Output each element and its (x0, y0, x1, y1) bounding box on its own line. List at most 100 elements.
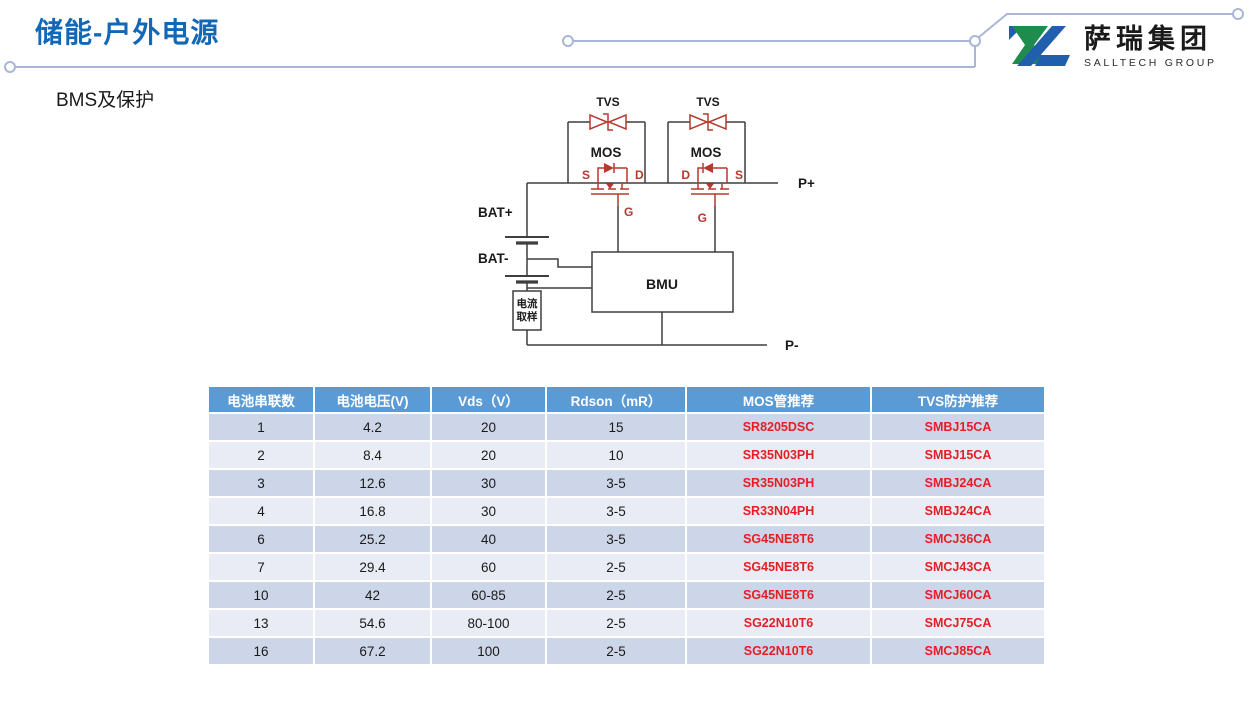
table-cell: SMCJ43CA (872, 554, 1044, 580)
logo-mark-icon (1009, 26, 1070, 66)
table-cell: 3-5 (547, 470, 685, 496)
gate-label-left: G (624, 205, 633, 219)
table-cell: 3-5 (547, 498, 685, 524)
table-cell: SMBJ24CA (872, 470, 1044, 496)
bms-circuit-diagram: TVS TVS MOS MOS S D D S G G BAT+ BAT- BM… (478, 95, 815, 353)
table-cell: SG45NE8T6 (687, 526, 870, 552)
mos-label-right: MOS (691, 145, 722, 160)
column-header-1: 电池电压(V) (315, 387, 430, 412)
connector-node-icon (969, 35, 981, 47)
table-cell: 2-5 (547, 582, 685, 608)
table-cell: 10 (547, 442, 685, 468)
page-title: 储能-户外电源 (35, 17, 220, 48)
table-cell: 25.2 (315, 526, 430, 552)
table-cell: 29.4 (315, 554, 430, 580)
table-cell: SMBJ15CA (872, 442, 1044, 468)
gate-label-right: G (698, 211, 707, 225)
logo-name-cn: 萨瑞集团 (1084, 23, 1212, 54)
table-cell: 6 (209, 526, 313, 552)
spec-table: 电池串联数 电池电压(V) Vds（V） Rdson（mR） MOS管推荐 TVS防护推荐… (207, 385, 1046, 666)
table-cell: 10 (209, 582, 313, 608)
battery-plate-long (505, 236, 549, 277)
section-subtitle: BMS及保护 (56, 90, 155, 111)
table-cell: 1 (209, 414, 313, 440)
table-row: 13 54.6 80-100 2-5 SG22N10T6 SMCJ75CA (209, 610, 1044, 636)
table-row: 10 42 60-85 2-5 SG45NE8T6 SMCJ60CA (209, 582, 1044, 608)
tvs-label-right: TVS (696, 95, 719, 109)
table-cell: 2-5 (547, 610, 685, 636)
table-cell: SMCJ36CA (872, 526, 1044, 552)
table-cell: 20 (432, 442, 545, 468)
table-cell: 3 (209, 470, 313, 496)
spec-table-head: 电池串联数 电池电压(V) Vds（V） Rdson（mR） MOS管推荐 TVS防护推荐 (209, 387, 1044, 412)
table-cell: 20 (432, 414, 545, 440)
drain-label-right: D (681, 168, 690, 182)
table-cell: SG45NE8T6 (687, 554, 870, 580)
table-row: 7 29.4 60 2-5 SG45NE8T6 SMCJ43CA (209, 554, 1044, 580)
header-row: 电池串联数 电池电压(V) Vds（V） Rdson（mR） MOS管推荐 TVS防护推荐 (209, 387, 1044, 412)
table-row: 3 12.6 30 3-5 SR35N03PH SMBJ24CA (209, 470, 1044, 496)
table-cell: 8.4 (315, 442, 430, 468)
circuit-wires (526, 121, 778, 346)
connector-node-icon (4, 61, 16, 73)
table-cell: 15 (547, 414, 685, 440)
table-cell: SR35N03PH (687, 470, 870, 496)
substrate-arrow-right-icon (706, 183, 714, 189)
column-header-5: TVS防护推荐 (872, 387, 1044, 412)
table-cell: 12.6 (315, 470, 430, 496)
battery-plate-short (516, 241, 538, 284)
substrate-arrow-left-icon (606, 183, 614, 189)
table-cell: 60 (432, 554, 545, 580)
table-cell: SR33N04PH (687, 498, 870, 524)
logo-text: 萨瑞集团 SALLTECH GROUP (1084, 23, 1217, 69)
current-sample-label-2: 取样 (517, 310, 538, 323)
logo-name-en: SALLTECH GROUP (1084, 56, 1217, 69)
tvs-symbol-right (689, 113, 727, 131)
table-cell: SMCJ60CA (872, 582, 1044, 608)
table-cell: 2-5 (547, 638, 685, 664)
bat-plus-label: BAT+ (478, 205, 513, 220)
spec-table-body: 1 4.2 20 15 SR8205DSC SMBJ15CA 2 8.4 20 10 SR35N03… (209, 414, 1044, 664)
table-cell: 100 (432, 638, 545, 664)
table-cell: SR35N03PH (687, 442, 870, 468)
table-cell: SG22N10T6 (687, 638, 870, 664)
table-cell: 2-5 (547, 554, 685, 580)
connector-node-icon (1232, 8, 1244, 20)
body-diode-left-icon (604, 163, 614, 173)
table-cell: 3-5 (547, 526, 685, 552)
table-cell: SR8205DSC (687, 414, 870, 440)
table-cell: 4 (209, 498, 313, 524)
table-cell: SMBJ24CA (872, 498, 1044, 524)
column-header-2: Vds（V） (432, 387, 545, 412)
table-cell: SMCJ75CA (872, 610, 1044, 636)
table-cell: 60-85 (432, 582, 545, 608)
table-cell: 7 (209, 554, 313, 580)
connector-node-icon (562, 35, 574, 47)
table-row: 16 67.2 100 2-5 SG22N10T6 SMCJ85CA (209, 638, 1044, 664)
table-cell: 80-100 (432, 610, 545, 636)
company-logo: 萨瑞集团 SALLTECH GROUP (1008, 24, 1217, 70)
table-cell: 42 (315, 582, 430, 608)
column-header-0: 电池串联数 (209, 387, 313, 412)
p-minus-label: P- (785, 338, 799, 353)
table-cell: 16 (209, 638, 313, 664)
table-cell: 30 (432, 470, 545, 496)
bmu-box (591, 251, 734, 313)
tvs-label-left: TVS (596, 95, 619, 109)
table-cell: 16.8 (315, 498, 430, 524)
tvs-symbol-left (589, 113, 627, 131)
table-cell: 4.2 (315, 414, 430, 440)
table-cell: 54.6 (315, 610, 430, 636)
table-cell: 67.2 (315, 638, 430, 664)
bmu-label: BMU (646, 276, 678, 292)
drain-label-left: D (635, 168, 644, 182)
table-cell: 40 (432, 526, 545, 552)
table-cell: SMCJ85CA (872, 638, 1044, 664)
column-header-4: MOS管推荐 (687, 387, 870, 412)
table-row: 4 16.8 30 3-5 SR33N04PH SMBJ24CA (209, 498, 1044, 524)
table-row: 1 4.2 20 15 SR8205DSC SMBJ15CA (209, 414, 1044, 440)
table-row: 2 8.4 20 10 SR35N03PH SMBJ15CA (209, 442, 1044, 468)
p-plus-label: P+ (798, 176, 815, 191)
source-label-right: S (735, 168, 743, 182)
